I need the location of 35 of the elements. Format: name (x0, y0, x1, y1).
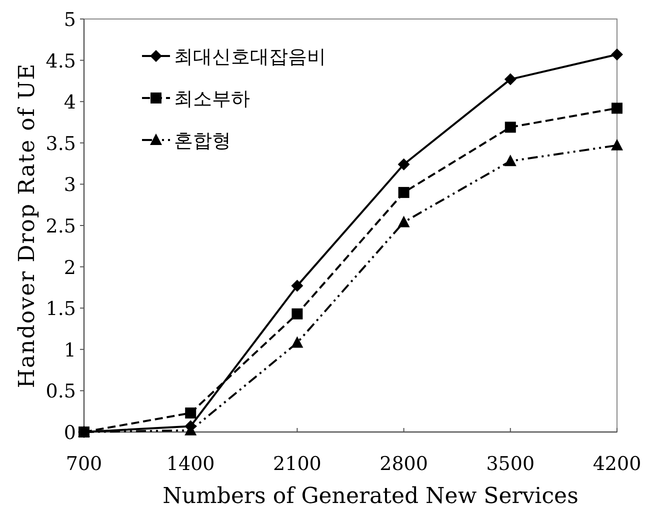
point (398, 186, 410, 198)
y-tick-label: 1.5 (46, 298, 76, 320)
y-tick-label: 5 (64, 9, 76, 31)
x-tick-label: 700 (66, 453, 102, 475)
x-axis-title: Numbers of Generated New Services (162, 484, 578, 509)
point (504, 73, 516, 86)
point (504, 154, 516, 166)
point (611, 138, 623, 150)
point (291, 336, 304, 348)
point (612, 102, 622, 114)
point (292, 308, 303, 320)
y-tick-label: 0 (64, 422, 76, 444)
y-tick-label: 2 (64, 256, 76, 279)
y-tick-label: 4 (64, 92, 76, 114)
y-tick-label: 3 (64, 174, 76, 196)
legend-label: 최대신호대잡음비 (174, 46, 326, 68)
y-tick-label: 3.5 (46, 132, 76, 155)
point (185, 408, 196, 418)
x-tick-label: 2800 (380, 453, 428, 475)
point (611, 48, 623, 61)
point (291, 280, 304, 292)
point (398, 216, 410, 228)
y-tick-label: 4.5 (46, 50, 76, 72)
legend-label: 최소부하 (174, 88, 250, 110)
x-tick-label: 1400 (166, 453, 215, 475)
point (504, 122, 516, 133)
x-tick-label: 3500 (486, 453, 535, 475)
point (398, 158, 410, 170)
y-tick-label: 2.5 (46, 216, 76, 238)
y-tick-label: 0.5 (46, 380, 76, 403)
y-axis-title: Handover Drop Rate of UE (15, 62, 40, 388)
legend-label: 혼합형 (174, 130, 231, 152)
x-tick-label: 4200 (592, 453, 642, 475)
x-tick-label: 2100 (273, 453, 322, 475)
y-tick-label: 1 (64, 339, 76, 362)
